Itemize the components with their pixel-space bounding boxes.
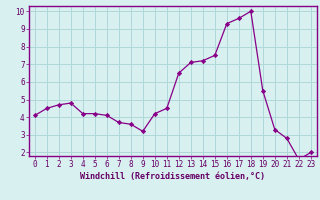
X-axis label: Windchill (Refroidissement éolien,°C): Windchill (Refroidissement éolien,°C)	[80, 172, 265, 181]
